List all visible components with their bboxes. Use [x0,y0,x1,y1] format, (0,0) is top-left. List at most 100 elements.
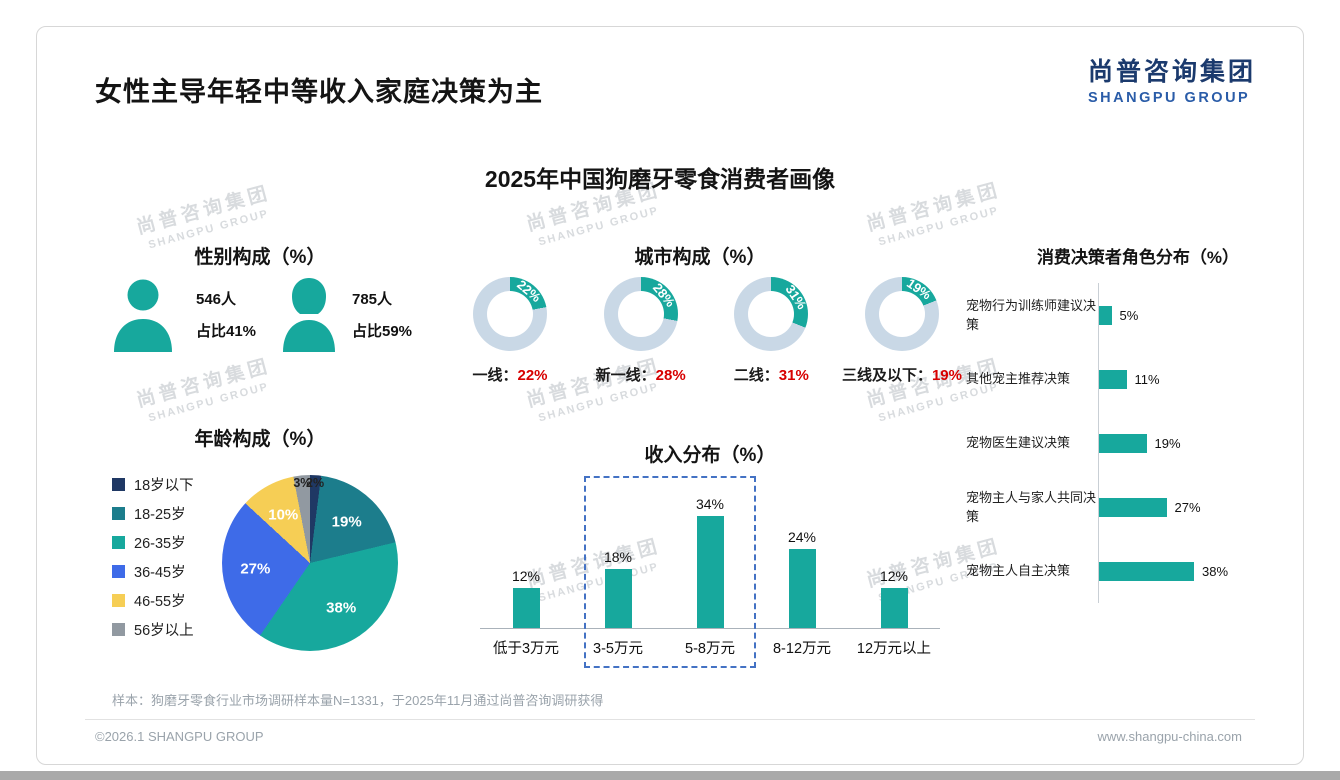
legend-item: 26-35岁 [112,528,194,557]
chart-main-title: 2025年中国狗磨牙零食消费者画像 [484,166,836,192]
age-section-heading: 年龄构成（%） [194,429,326,450]
pie-value-label: 10% [268,506,299,524]
pie-value-label: 38% [326,599,357,617]
decision-value-label: 5% [1119,307,1139,323]
legend-item: 18-25岁 [112,499,194,528]
decision-chart: 宠物行为训练师建议决策 5% 其他宠主推荐决策 11% 宠物医生建议决策 19% 宠物主人与… [966,283,1310,603]
website-url: www.shangpu-china.com [1097,729,1242,744]
male-count: 546人 [196,291,237,308]
city-donut-cell: 19% 三线及以下：19% [840,276,964,385]
decision-category-label: 宠物医生建议决策 [966,435,1071,451]
decision-category-label: 宠物行为训练师建议决策 [966,297,1097,333]
decision-row: 其他宠主推荐决策 11% [966,347,1310,411]
donut-sub-label: 一线：22% [472,364,547,385]
income-value-label: 34% [695,495,725,512]
income-chart: 12% 18% 34% 24% 12% 低于3万元 3-5万元 5-8万元 8-12万元 12万… [480,476,940,668]
legend-label: 36-45岁 [134,565,186,581]
donut-sub-label: 新一线：28% [596,364,686,385]
donut-category-label: 三线及以下： [841,367,932,384]
legend-label: 18岁以下 [134,478,194,494]
city-donut-cell: 22% 一线：22% [448,277,572,385]
city-donut-cell: 31% 二线：31% [709,277,833,385]
decision-bar [1099,369,1127,389]
decision-category-label: 宠物主人自主决策 [966,563,1071,579]
donut-percent-label: 31% [778,367,809,384]
male-share: 占比41% [196,323,257,340]
company-logo: 尚普咨询集团 SHANGPU GROUP [1088,52,1256,106]
income-value-label: 12% [879,568,909,585]
pie-value-label: 19% [331,513,362,531]
donut-chart: 22% [473,277,547,351]
legend-item: 46-55岁 [112,586,194,615]
income-column: 34% [664,496,756,628]
donut-sub-label: 二线：31% [734,364,809,385]
income-bar [512,588,540,628]
legend-item: 36-45岁 [112,557,194,586]
donut-hole [878,291,925,337]
logo-chinese-text: 尚普咨询集团 [1088,58,1257,86]
sample-note: 样本：狗磨牙零食行业市场调研样本量N=1331，于2025年11月通过尚普咨询调… [112,693,604,708]
decision-bar-area: 5% [1098,283,1310,347]
donut-chart: 28% [603,277,678,351]
pie-value-label: 27% [240,560,271,578]
age-pie-chart: 2% 19% 38% 27% 10% 3% [222,475,398,651]
income-column: 18% [572,549,664,628]
donut-category-label: 一线： [472,367,518,384]
bottom-gray-bar [0,771,1340,780]
legend-swatch [112,507,125,520]
pie-value-label: 3% [293,476,312,491]
donut-sub-label: 三线及以下：19% [842,364,962,385]
decision-value-label: 27% [1174,499,1201,515]
decision-bar [1099,305,1112,325]
decision-value-label: 11% [1134,371,1160,387]
decision-row: 宠物行为训练师建议决策 5% [966,283,1310,347]
income-bar [788,548,816,628]
female-count: 785人 [352,291,393,308]
decision-category-label: 其他宠主推荐决策 [966,371,1071,387]
decision-row: 宠物主人与家人共同决策 27% [966,475,1310,539]
page-title: 女性主导年轻中等收入家庭决策为主 [95,77,543,107]
logo-english-text: SHANGPU GROUP [1088,90,1251,106]
legend-label: 46-55岁 [134,594,186,610]
female-icon [278,276,340,352]
male-icon [112,276,174,352]
legend-label: 18-25岁 [134,507,186,523]
decision-row: 宠物主人自主决策 38% [966,539,1310,603]
income-column: 12% [848,568,940,628]
footer-divider [85,719,1255,720]
income-section-heading: 收入分布（%） [644,445,776,466]
donut-percent-label: 28% [655,367,686,384]
decision-category-label: 宠物主人与家人共同决策 [966,489,1097,525]
donut-chart: 19% [864,276,939,351]
donut-hole [748,291,795,337]
legend-item: 56岁以上 [112,615,194,644]
income-bar [880,588,908,628]
decision-bar [1099,433,1147,453]
legend-swatch [112,536,125,549]
income-value-label: 24% [787,528,817,545]
gender-section-heading: 性别构成（%） [194,247,326,268]
decision-bar [1099,561,1194,581]
decision-bar-area: 11% [1098,347,1310,411]
income-column: 24% [756,529,848,628]
decision-value-label: 19% [1154,435,1181,451]
decision-row: 宠物医生建议决策 19% [966,411,1310,475]
donut-percent-label: 22% [517,367,548,384]
donut-percent-label: 19% [931,367,962,384]
income-category-label: 5-8万元 [685,641,735,657]
donut-category-label: 二线： [733,367,779,384]
decision-bar-area: 19% [1098,411,1310,475]
legend-swatch [112,623,125,636]
donut-hole [617,291,664,337]
decision-value-label: 38% [1202,563,1229,579]
decision-bar-area: 27% [1098,475,1310,539]
legend-swatch [112,594,125,607]
income-categories: 低于3万元 3-5万元 5-8万元 8-12万元 12万元以上 [480,629,940,658]
city-donut-cell: 28% 新一线：28% [579,277,703,385]
copyright-text: ©2026.1 SHANGPU GROUP [95,729,264,744]
income-category-label: 12万元以上 [856,641,932,657]
income-category-label: 8-12万元 [772,641,832,657]
decision-section-heading: 消费决策者角色分布（%） [1036,248,1240,267]
income-value-label: 18% [603,548,633,565]
